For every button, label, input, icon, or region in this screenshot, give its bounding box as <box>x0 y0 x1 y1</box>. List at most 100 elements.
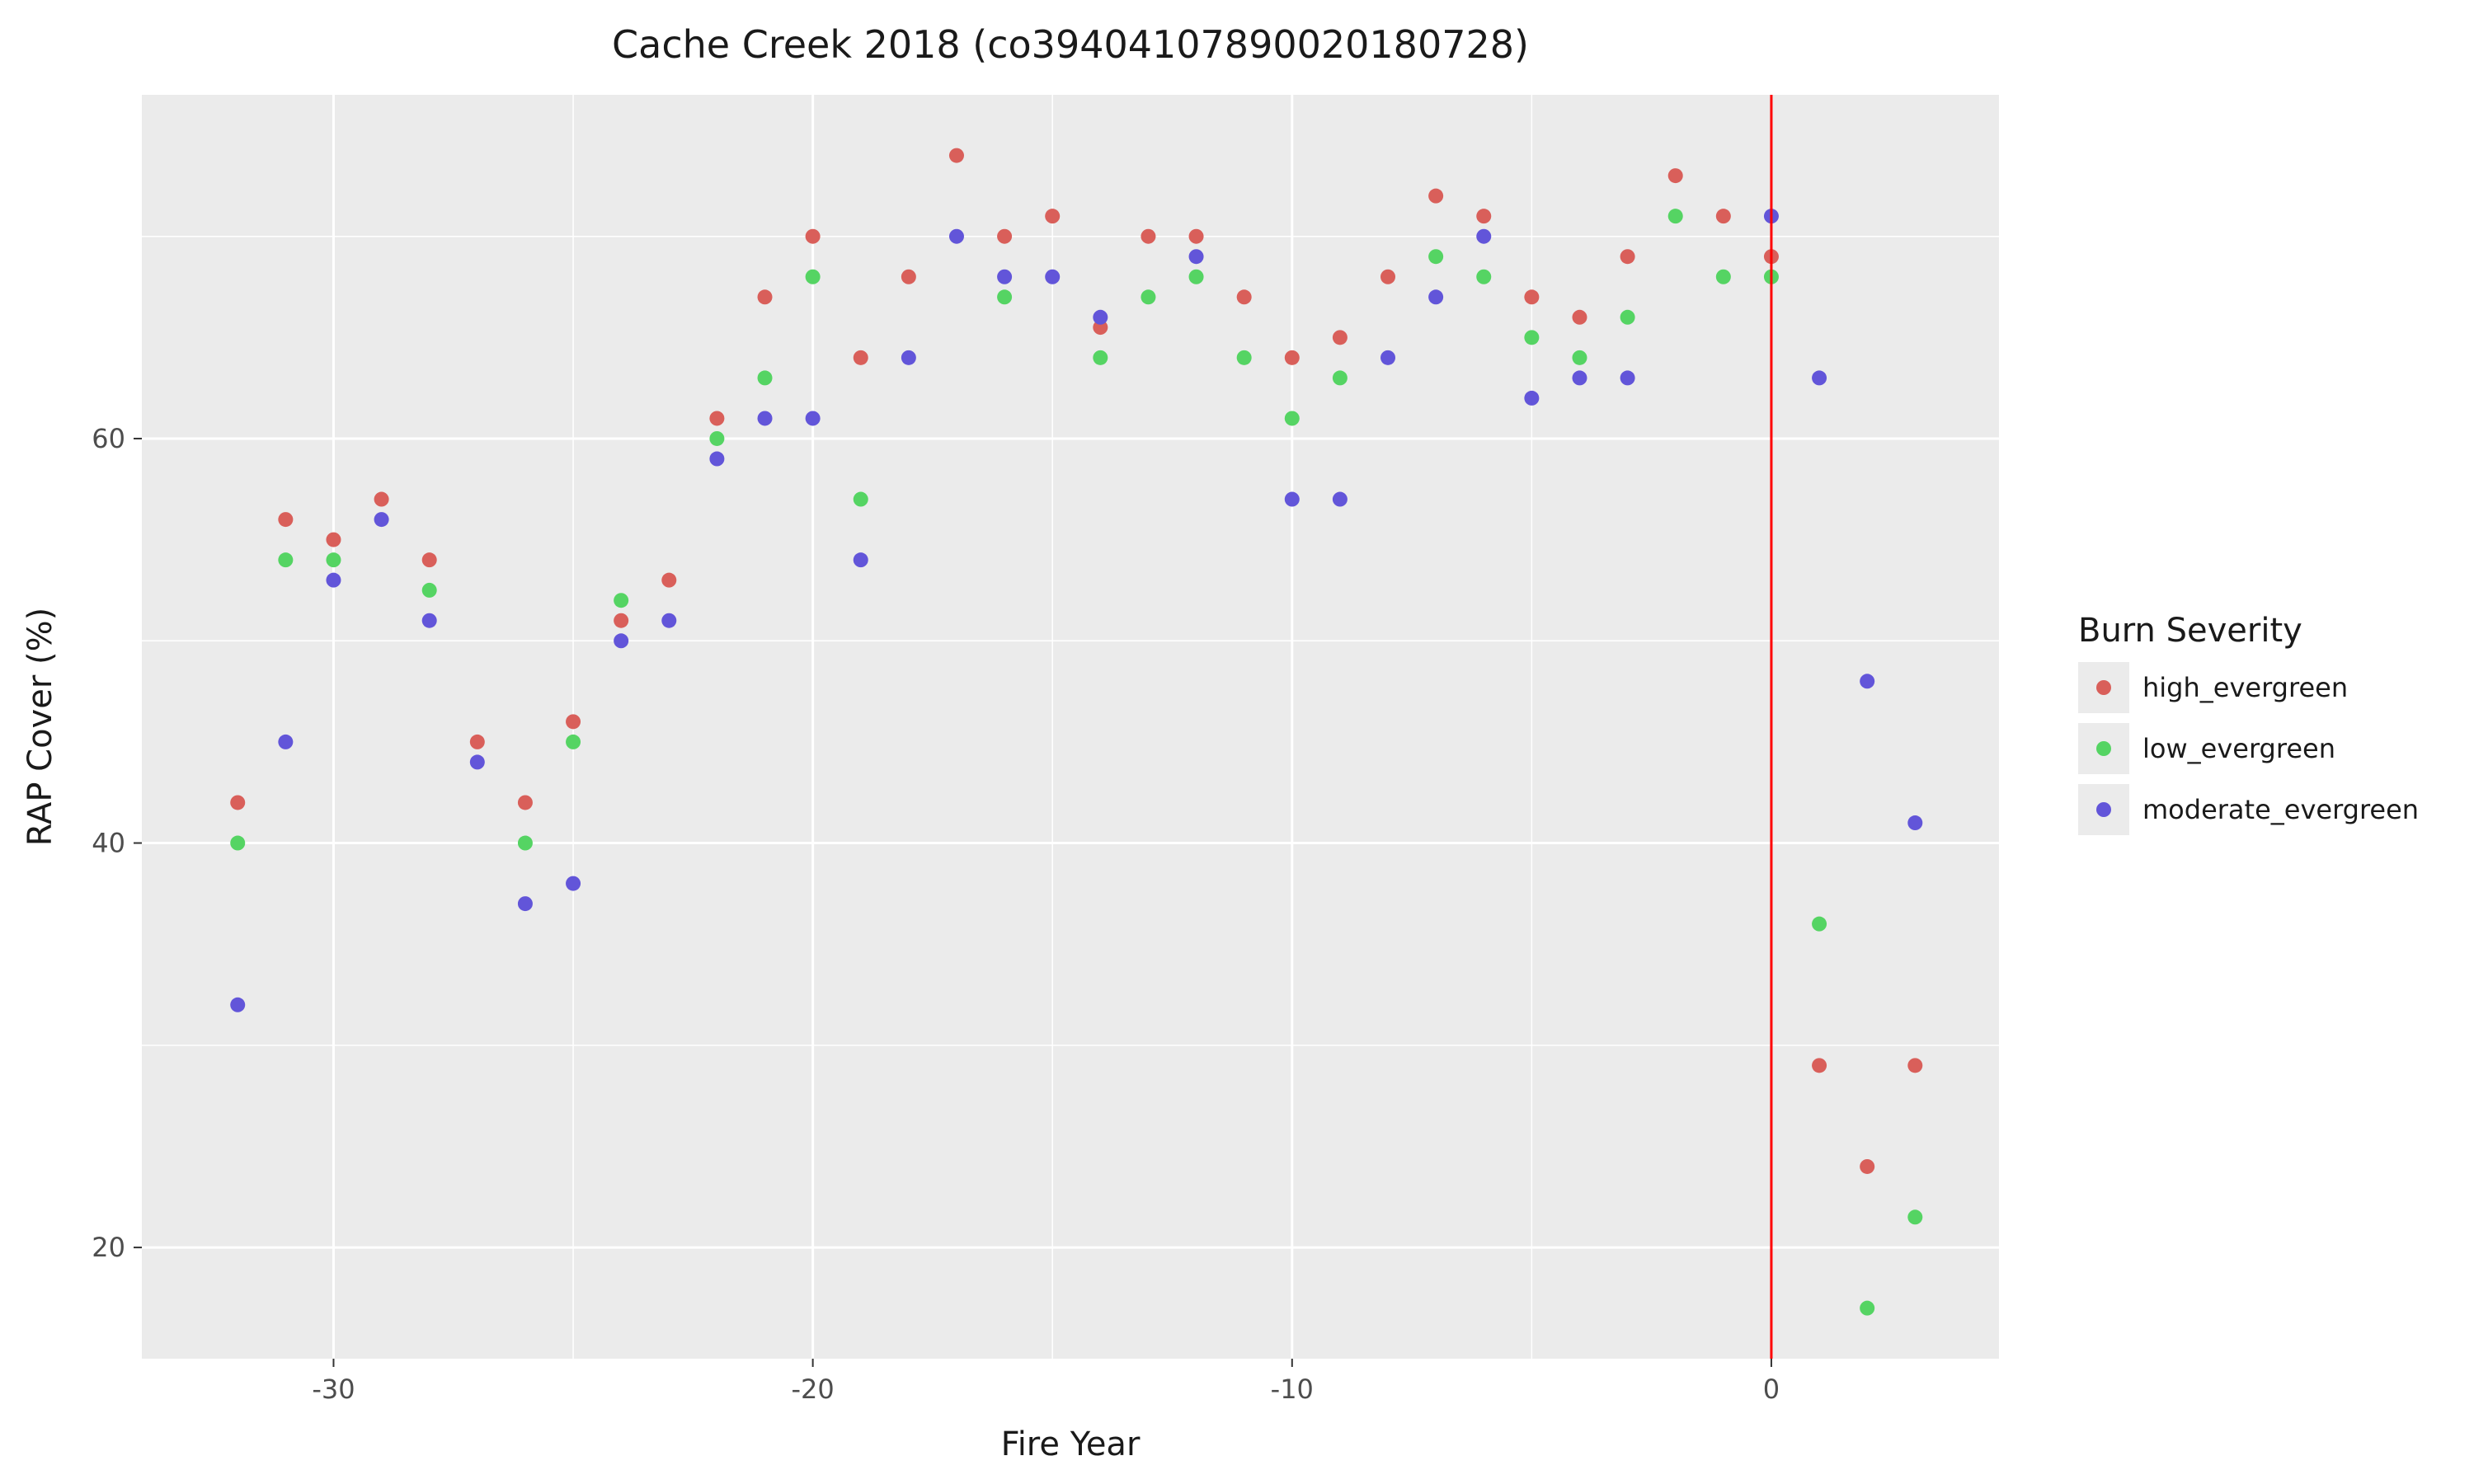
data-point-low_evergreen <box>1332 370 1348 386</box>
data-point-low_evergreen <box>1524 330 1540 345</box>
data-point-moderate_evergreen <box>709 451 725 467</box>
data-point-high_evergreen <box>805 228 821 244</box>
data-point-high_evergreen <box>1667 168 1683 184</box>
legend-label: low_evergreen <box>2142 733 2335 764</box>
data-point-high_evergreen <box>1476 209 1492 224</box>
data-point-moderate_evergreen <box>469 754 485 770</box>
data-point-high_evergreen <box>757 289 773 305</box>
data-point-low_evergreen <box>1715 269 1731 284</box>
data-point-low_evergreen <box>1476 269 1492 284</box>
data-point-moderate_evergreen <box>517 896 533 912</box>
data-point-low_evergreen <box>853 491 868 507</box>
data-point-moderate_evergreen <box>374 512 389 528</box>
y-tick-label: 60 <box>92 423 125 454</box>
data-point-high_evergreen <box>1812 1058 1827 1073</box>
data-point-low_evergreen <box>1284 411 1300 426</box>
legend-label: moderate_evergreen <box>2142 794 2419 825</box>
data-point-moderate_evergreen <box>1188 249 1204 265</box>
data-point-high_evergreen <box>661 572 677 588</box>
data-point-high_evergreen <box>997 228 1013 244</box>
data-point-low_evergreen <box>757 370 773 386</box>
data-point-high_evergreen <box>1907 1058 1923 1073</box>
data-point-moderate_evergreen <box>566 876 581 891</box>
data-point-low_evergreen <box>614 593 629 608</box>
data-point-low_evergreen <box>709 430 725 446</box>
grid-minor <box>142 95 1999 1359</box>
data-point-moderate_evergreen <box>1860 674 1875 689</box>
data-point-high_evergreen <box>278 512 294 528</box>
data-point-high_evergreen <box>1428 188 1444 204</box>
data-point-high_evergreen <box>1188 228 1204 244</box>
data-point-high_evergreen <box>853 350 868 365</box>
legend-key-marker <box>2096 680 2111 695</box>
x-tick-label: -30 <box>312 1374 355 1405</box>
data-point-low_evergreen <box>278 552 294 568</box>
data-point-low_evergreen <box>230 835 246 851</box>
data-point-moderate_evergreen <box>853 552 868 568</box>
axis-ticks: -30 -20 -10 0 20 40 60 <box>92 423 1780 1405</box>
data-point-high_evergreen <box>1236 289 1252 305</box>
data-point-low_evergreen <box>1141 289 1156 305</box>
data-point-low_evergreen <box>421 582 437 598</box>
data-point-low_evergreen <box>566 734 581 749</box>
data-point-high_evergreen <box>326 532 341 547</box>
data-point-moderate_evergreen <box>1476 228 1492 244</box>
x-tick-label: 0 <box>1763 1374 1780 1405</box>
plot-panel <box>142 95 1999 1359</box>
data-point-low_evergreen <box>1812 916 1827 932</box>
data-point-moderate_evergreen <box>1428 289 1444 305</box>
data-point-high_evergreen <box>1045 209 1061 224</box>
data-point-moderate_evergreen <box>901 350 916 365</box>
data-point-high_evergreen <box>1332 330 1348 345</box>
data-point-moderate_evergreen <box>1332 491 1348 507</box>
data-point-moderate_evergreen <box>948 228 964 244</box>
y-tick-label: 20 <box>92 1232 125 1263</box>
data-point-moderate_evergreen <box>614 633 629 649</box>
data-point-moderate_evergreen <box>1093 309 1108 325</box>
data-point-moderate_evergreen <box>230 997 246 1012</box>
data-point-moderate_evergreen <box>805 411 821 426</box>
legend-key-marker <box>2096 802 2111 817</box>
data-point-moderate_evergreen <box>1524 390 1540 406</box>
data-point-moderate_evergreen <box>278 734 294 749</box>
data-point-low_evergreen <box>1907 1209 1923 1225</box>
data-point-low_evergreen <box>1860 1300 1875 1316</box>
data-point-high_evergreen <box>1620 249 1635 265</box>
data-point-low_evergreen <box>1093 350 1108 365</box>
data-point-high_evergreen <box>1141 228 1156 244</box>
data-point-high_evergreen <box>1715 209 1731 224</box>
data-point-low_evergreen <box>1188 269 1204 284</box>
legend-label: high_evergreen <box>2142 672 2348 703</box>
data-point-high_evergreen <box>517 795 533 810</box>
data-point-high_evergreen <box>709 411 725 426</box>
data-point-low_evergreen <box>517 835 533 851</box>
x-tick-label: -20 <box>791 1374 834 1405</box>
data-point-moderate_evergreen <box>1620 370 1635 386</box>
data-point-moderate_evergreen <box>997 269 1013 284</box>
data-point-high_evergreen <box>948 148 964 163</box>
data-point-low_evergreen <box>1572 350 1587 365</box>
legend-title: Burn Severity <box>2078 612 2302 650</box>
legend: Burn Severity high_evergreen low_evergree… <box>2078 612 2419 835</box>
data-point-high_evergreen <box>614 613 629 628</box>
data-point-high_evergreen <box>566 714 581 730</box>
data-point-low_evergreen <box>997 289 1013 305</box>
data-point-low_evergreen <box>326 552 341 568</box>
data-point-moderate_evergreen <box>1572 370 1587 386</box>
data-point-high_evergreen <box>374 491 389 507</box>
data-point-low_evergreen <box>1620 309 1635 325</box>
x-axis-title: Fire Year <box>1001 1425 1141 1463</box>
data-point-high_evergreen <box>1524 289 1540 305</box>
data-point-high_evergreen <box>469 734 485 749</box>
data-point-moderate_evergreen <box>326 572 341 588</box>
data-point-high_evergreen <box>1380 269 1396 284</box>
data-point-moderate_evergreen <box>1045 269 1061 284</box>
legend-key-marker <box>2096 741 2111 756</box>
data-point-high_evergreen <box>901 269 916 284</box>
x-tick-label: -10 <box>1271 1374 1314 1405</box>
data-point-high_evergreen <box>421 552 437 568</box>
data-points <box>230 148 1923 1316</box>
data-point-moderate_evergreen <box>1380 350 1396 365</box>
data-point-moderate_evergreen <box>1284 491 1300 507</box>
data-point-moderate_evergreen <box>661 613 677 628</box>
